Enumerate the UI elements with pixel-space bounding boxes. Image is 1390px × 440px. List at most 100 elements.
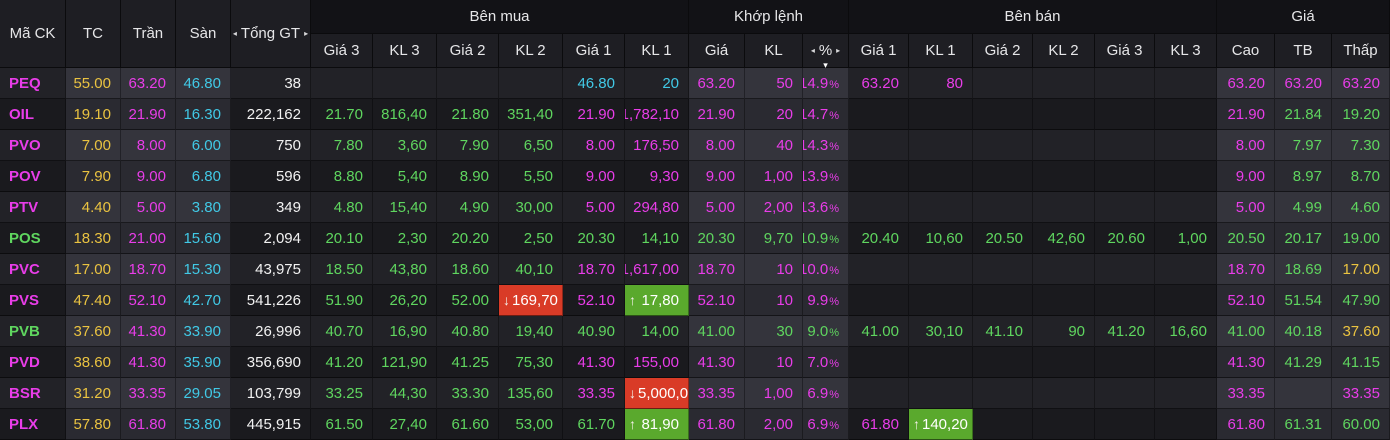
- ptv-ban-kl3: [1155, 192, 1217, 223]
- col-header-mua-gia-1[interactable]: Giá 1: [563, 34, 625, 68]
- pvs-mua-kl3: 26,20: [373, 285, 437, 316]
- col-header-gia-thap[interactable]: Thấp: [1332, 34, 1390, 68]
- arrow-down-icon: ↓: [629, 385, 636, 401]
- pvd-mua-kl2: 75,30: [499, 347, 563, 378]
- col-header-ban-kl-2[interactable]: KL 2: [1033, 34, 1095, 68]
- col-header-san[interactable]: Sàn: [176, 0, 231, 68]
- pvd-ban-kl1: [909, 347, 973, 378]
- bsr-tc: 31.20: [66, 378, 121, 409]
- col-header-mua-gia-2[interactable]: Giá 2: [437, 34, 499, 68]
- pvs-ban-gia3: [1095, 285, 1155, 316]
- bsr-mua-kl3: 44,30: [373, 378, 437, 409]
- oil-san: 16.30: [176, 99, 231, 130]
- col-header-mua-kl-3[interactable]: KL 3: [373, 34, 437, 68]
- pvs-mua-gia3: 51.90: [311, 285, 373, 316]
- plx-ban-kl1: ↑ 140,20: [909, 409, 973, 440]
- col-header-ban-gia-2[interactable]: Giá 2: [973, 34, 1033, 68]
- col-header-ban-kl-1[interactable]: KL 1: [909, 34, 973, 68]
- oil-ban-kl1: [909, 99, 973, 130]
- pvo-mua-kl3: 3,60: [373, 130, 437, 161]
- pvd-khop-kl: 10: [745, 347, 803, 378]
- col-header-gia-cao[interactable]: Cao: [1217, 34, 1275, 68]
- oil-khop-kl: 20: [745, 99, 803, 130]
- pos-ban-kl2: 42,60: [1033, 223, 1095, 254]
- pvc-ban-gia3: [1095, 254, 1155, 285]
- bsr-tran: 33.35: [121, 378, 176, 409]
- pct-collapse-left-icon[interactable]: ◂: [810, 45, 815, 55]
- plx-mua-kl3: 27,40: [373, 409, 437, 440]
- pvd-tong-gt: 356,690: [231, 347, 311, 378]
- plx-ban-gia2: [973, 409, 1033, 440]
- oil-ban-gia2: [973, 99, 1033, 130]
- pos-ticker[interactable]: POS: [0, 223, 66, 254]
- pvc-ban-kl3: [1155, 254, 1217, 285]
- plx-ticker[interactable]: PLX: [0, 409, 66, 440]
- pvs-ticker[interactable]: PVS: [0, 285, 66, 316]
- pvb-ticker[interactable]: PVB: [0, 316, 66, 347]
- sort-descending-icon[interactable]: ▾: [823, 60, 828, 70]
- peq-mua-kl3: [373, 68, 437, 99]
- pvd-khop-gia: 41.30: [689, 347, 745, 378]
- pvo-ban-kl1: [909, 130, 973, 161]
- col-header-tran[interactable]: Trần: [121, 0, 176, 68]
- pvd-khop-pct: 7.0%: [803, 347, 849, 378]
- pvs-mua-gia2: 52.00: [437, 285, 499, 316]
- pvo-tc: 7.00: [66, 130, 121, 161]
- pvc-gia-thap: 17.00: [1332, 254, 1390, 285]
- pvo-khop-kl: 40: [745, 130, 803, 161]
- pos-san: 15.60: [176, 223, 231, 254]
- ptv-ban-kl1: [909, 192, 973, 223]
- col-header-khop-pct[interactable]: ◂ % ▸ ▾: [803, 34, 849, 70]
- ptv-mua-gia3: 4.80: [311, 192, 373, 223]
- peq-mua-kl1: 20: [625, 68, 689, 99]
- pvd-ticker[interactable]: PVD: [0, 347, 66, 378]
- pov-ticker[interactable]: POV: [0, 161, 66, 192]
- col-header-mua-kl-2[interactable]: KL 2: [499, 34, 563, 68]
- tong-gt-collapse-left-icon[interactable]: ◂: [232, 28, 237, 38]
- pos-mua-gia3: 20.10: [311, 223, 373, 254]
- ptv-gia-thap: 4.60: [1332, 192, 1390, 223]
- pvo-ticker[interactable]: PVO: [0, 130, 66, 161]
- peq-tran: 63.20: [121, 68, 176, 99]
- oil-ticker[interactable]: OIL: [0, 99, 66, 130]
- oil-mua-gia1: 21.90: [563, 99, 625, 130]
- pvs-san: 42.70: [176, 285, 231, 316]
- peq-mua-kl2: [499, 68, 563, 99]
- col-header-ban-kl-3[interactable]: KL 3: [1155, 34, 1217, 68]
- tong-gt-expand-right-icon[interactable]: ▸: [304, 28, 309, 38]
- pov-ban-kl3: [1155, 161, 1217, 192]
- pvc-ban-gia1: [849, 254, 909, 285]
- pov-khop-gia: 9.00: [689, 161, 745, 192]
- pos-mua-gia1: 20.30: [563, 223, 625, 254]
- pos-khop-kl: 9,70: [745, 223, 803, 254]
- col-header-khop-gia[interactable]: Giá: [689, 34, 745, 68]
- bsr-mua-kl1: ↓5,000,00: [625, 378, 689, 409]
- col-header-mua-kl-1[interactable]: KL 1: [625, 34, 689, 68]
- peq-ticker[interactable]: PEQ: [0, 68, 66, 99]
- pct-expand-right-icon[interactable]: ▸: [836, 45, 841, 55]
- col-header-ban-gia-1[interactable]: Giá 1: [849, 34, 909, 68]
- pvc-tran: 18.70: [121, 254, 176, 285]
- pov-mua-kl1: 9,30: [625, 161, 689, 192]
- col-header-gia-tb[interactable]: TB: [1275, 34, 1332, 68]
- ptv-mua-gia2: 4.90: [437, 192, 499, 223]
- col-header-tong-gt-label: Tổng GT: [240, 25, 301, 42]
- ptv-ticker[interactable]: PTV: [0, 192, 66, 223]
- pvo-tong-gt: 750: [231, 130, 311, 161]
- pvs-mua-gia1: 52.10: [563, 285, 625, 316]
- bsr-ticker[interactable]: BSR: [0, 378, 66, 409]
- bsr-gia-thap: 33.35: [1332, 378, 1390, 409]
- col-header-ban-gia-3[interactable]: Giá 3: [1095, 34, 1155, 68]
- col-header-ma-ck[interactable]: Mã CK: [0, 0, 66, 68]
- plx-ban-kl2: [1033, 409, 1095, 440]
- pvs-mua-kl1: ↑ 17,80: [625, 285, 689, 316]
- pvs-ban-kl2: [1033, 285, 1095, 316]
- pos-gia-cao: 20.50: [1217, 223, 1275, 254]
- pvc-ticker[interactable]: PVC: [0, 254, 66, 285]
- col-header-mua-gia-3[interactable]: Giá 3: [311, 34, 373, 68]
- col-header-tc[interactable]: TC: [66, 0, 121, 68]
- col-header-khop-kl[interactable]: KL: [745, 34, 803, 68]
- ptv-tc: 4.40: [66, 192, 121, 223]
- col-header-tong-gt[interactable]: ◂ Tổng GT ▸: [231, 0, 311, 68]
